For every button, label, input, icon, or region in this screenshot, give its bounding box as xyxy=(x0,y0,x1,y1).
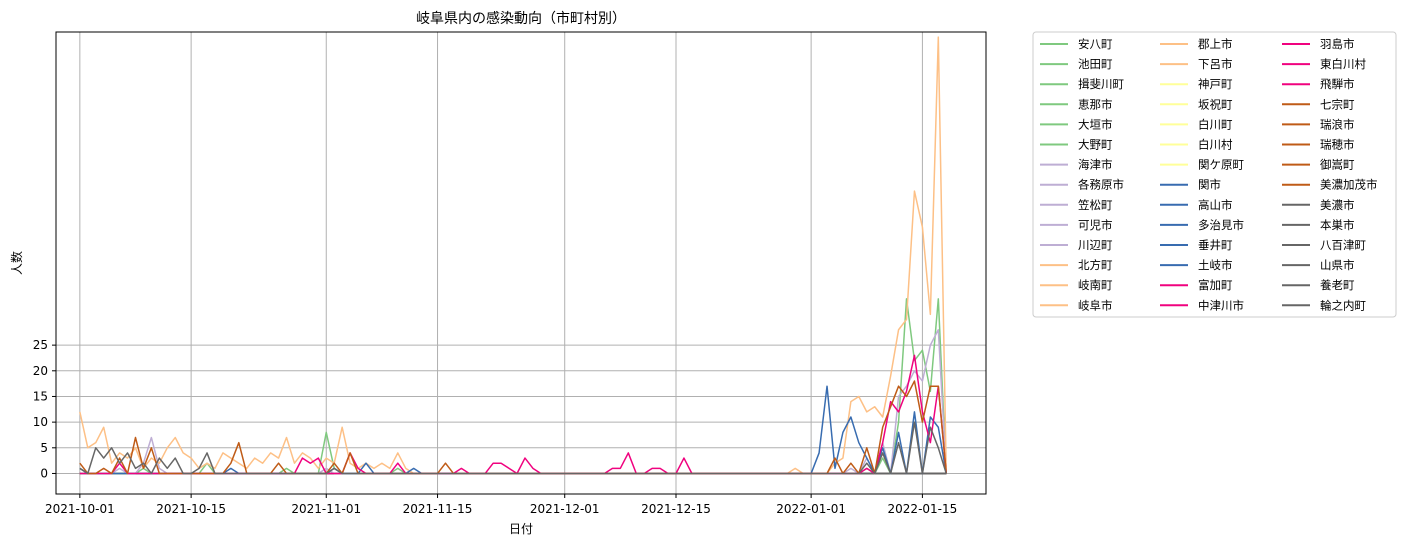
legend-label: 可児市 xyxy=(1078,218,1113,232)
legend-label: 関市 xyxy=(1198,178,1221,192)
legend-label: 大野町 xyxy=(1078,138,1113,152)
legend-label: 関ケ原町 xyxy=(1198,158,1244,172)
legend-label: 白川村 xyxy=(1198,138,1233,152)
legend-label: 八百津町 xyxy=(1320,238,1366,252)
legend-label: 大垣市 xyxy=(1078,117,1113,131)
legend-label: 岐阜市 xyxy=(1078,298,1113,312)
x-tick-label: 2021-11-01 xyxy=(291,502,361,516)
y-axis-label: 人数 xyxy=(9,251,24,275)
legend-label: 飛騨市 xyxy=(1320,77,1355,91)
legend-frame xyxy=(1032,31,1397,318)
legend-label: 各務原市 xyxy=(1078,178,1124,192)
legend-label: 北方町 xyxy=(1078,258,1113,272)
legend-label: 東白川村 xyxy=(1320,57,1366,71)
grid xyxy=(56,32,986,494)
legend-label: 池田町 xyxy=(1078,57,1113,71)
legend-label: 御嵩町 xyxy=(1320,158,1355,172)
y-axis-ticks: 0 5 10 15 20 25 xyxy=(33,338,56,480)
legend-label: 郡上市 xyxy=(1198,37,1233,51)
x-tick-label: 2022-01-01 xyxy=(776,502,846,516)
x-tick-label: 2022-01-15 xyxy=(888,502,958,516)
legend-label: 瑞浪市 xyxy=(1320,117,1355,131)
x-tick-label: 2021-10-15 xyxy=(156,502,226,516)
legend-label: 恵那市 xyxy=(1078,97,1113,111)
legend-label: 海津市 xyxy=(1078,158,1113,172)
x-axis-label: 日付 xyxy=(509,522,533,536)
legend-label: 岐南町 xyxy=(1078,278,1113,292)
legend-label: 七宗町 xyxy=(1320,97,1355,111)
legend-label: 土岐市 xyxy=(1198,258,1233,272)
series-line xyxy=(79,328,948,475)
legend-label: 高山市 xyxy=(1198,198,1233,212)
legend-label: 山県市 xyxy=(1320,258,1355,272)
legend-label: 羽島市 xyxy=(1320,37,1355,51)
series-line xyxy=(79,36,948,475)
y-tick-label: 15 xyxy=(33,389,48,403)
series-line xyxy=(79,298,948,475)
legend-label: 美濃加茂市 xyxy=(1320,178,1378,192)
y-tick-label: 10 xyxy=(33,415,48,429)
plot-frame xyxy=(55,31,987,495)
legend-label: 下呂市 xyxy=(1198,57,1233,71)
legend-label: 美濃市 xyxy=(1320,198,1355,212)
legend-label: 白川町 xyxy=(1198,117,1233,131)
legend-label: 養老町 xyxy=(1320,278,1355,292)
legend-label: 本巣市 xyxy=(1320,218,1355,232)
x-tick-label: 2021-12-15 xyxy=(641,502,711,516)
x-axis-ticks: 2021-10-01 2021-10-15 2021-11-01 2021-11-15… xyxy=(45,494,957,516)
legend-label: 多治見市 xyxy=(1198,218,1244,232)
y-tick-label: 5 xyxy=(40,441,48,455)
legend-label: 瑞穂市 xyxy=(1320,138,1355,152)
x-tick-label: 2021-12-01 xyxy=(530,502,600,516)
legend-label: 中津川市 xyxy=(1198,298,1244,312)
legend-label: 川辺町 xyxy=(1078,238,1113,252)
legend: 安八町池田町揖斐川町恵那市大垣市大野町海津市各務原市笠松町可児市川辺町北方町岐南… xyxy=(1032,31,1397,318)
plot-lines xyxy=(79,36,948,475)
series-line xyxy=(79,421,947,475)
legend-label: 神戸町 xyxy=(1198,77,1233,91)
y-tick-label: 25 xyxy=(33,338,48,352)
legend-label: 垂井町 xyxy=(1198,238,1233,252)
legend-label: 笠松町 xyxy=(1078,198,1113,212)
legend-label: 揖斐川町 xyxy=(1078,77,1124,91)
legend-label: 安八町 xyxy=(1078,37,1113,51)
x-tick-label: 2021-11-15 xyxy=(403,502,473,516)
series-line xyxy=(79,354,948,475)
x-tick-label: 2021-10-01 xyxy=(45,502,115,516)
legend-label: 輪之内町 xyxy=(1320,298,1366,312)
y-tick-label: 0 xyxy=(40,466,48,480)
legend-label: 富加町 xyxy=(1198,278,1233,292)
chart-title: 岐阜県内の感染動向（市町村別） xyxy=(416,10,626,27)
y-tick-label: 20 xyxy=(33,364,48,378)
legend-label: 坂祝町 xyxy=(1198,97,1233,111)
